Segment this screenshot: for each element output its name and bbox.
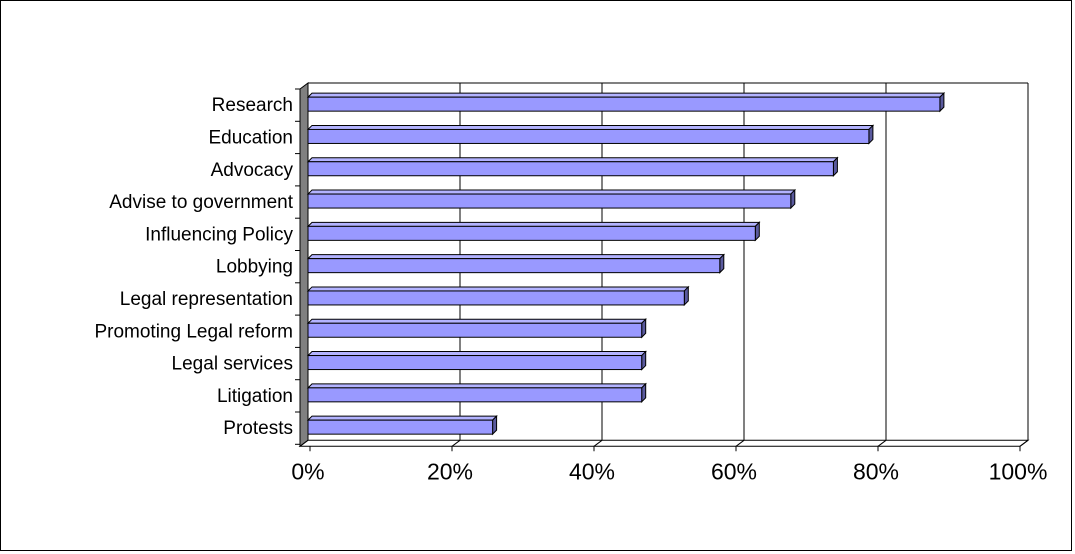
category-labels: Research Education Advocacy Advise to gover… [94,95,293,439]
floor [298,439,1030,447]
bar [306,221,761,242]
bars [306,91,946,436]
bar-top [306,318,647,324]
floor-divider [593,439,603,447]
x-tick-label: 100% [989,458,1048,484]
x-tick-label: 20% [427,458,473,484]
bar [306,285,690,307]
category-label: Advocacy [211,160,294,181]
bar-side [790,188,796,210]
x-tick-label: 0% [291,458,324,484]
bar-side [492,414,498,436]
bar-top [306,351,647,357]
category-label: Influencing Policy [145,224,293,245]
bar-front [307,419,494,435]
bar-side [719,253,725,274]
bar-front [307,193,792,209]
x-axis: 0% 20% 40% 60% 80% 100% [291,88,1048,484]
x-tick-label: 60% [711,458,757,484]
bar [306,91,946,113]
x-tick-label: 80% [853,458,899,484]
floor-divider [877,439,887,447]
bar-top [306,415,498,421]
bar-front [307,387,643,403]
bar-top [306,124,875,130]
bar [306,124,875,145]
bar-side [868,124,874,145]
category-label: Legal services [172,354,293,375]
bar-side [939,91,945,113]
floor-divider [735,439,745,447]
category-label: Legal representation [120,289,293,310]
bar-top [306,157,839,163]
category-label: Protests [223,418,293,439]
category-label: Lobbying [216,257,293,278]
bar-top [306,189,797,195]
category-label: Promoting Legal reform [94,321,293,342]
bar [306,156,839,177]
x-tick-label: 40% [569,458,615,484]
bar-top [306,254,726,260]
floor-divider [451,439,461,447]
side-wall [299,82,309,448]
bar-top [306,383,647,389]
bar-top [306,92,946,98]
category-label: Research [212,95,293,116]
bar [306,414,498,436]
category-label: Advise to government [109,192,293,213]
bar-side [641,318,647,339]
bar-front [307,355,643,371]
bar-top [306,221,761,227]
bar [306,253,726,274]
bar-side [641,350,647,371]
category-label: Litigation [217,386,293,407]
bar-front [307,258,721,274]
bar-front [307,96,941,112]
bar [306,382,647,404]
category-label: Education [208,127,293,148]
bar-front [307,225,756,241]
bar-side [832,156,838,177]
bar-front [307,128,870,144]
bar [306,350,647,371]
bar [306,318,647,339]
bar [306,188,797,210]
bar-front [307,290,685,306]
floor-divider [1019,439,1029,447]
bar-front [307,161,834,177]
bar-front [307,322,643,338]
bar-side [754,221,760,242]
bar-top [306,286,690,292]
bar-side [683,285,689,307]
bar-side [641,382,647,404]
